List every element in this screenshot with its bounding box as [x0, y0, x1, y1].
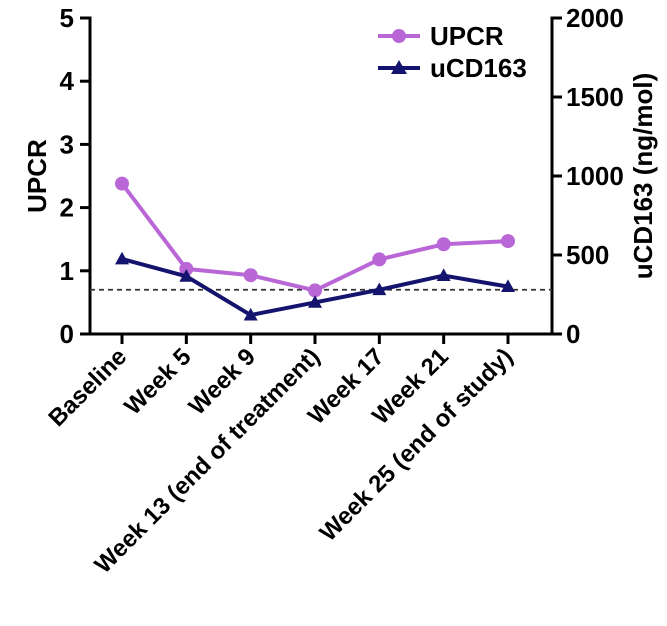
legend-label: UPCR: [430, 21, 504, 51]
left-tick-label: 4: [60, 66, 75, 96]
x-tick-label: Baseline: [43, 343, 132, 432]
right-tick-label: 1500: [566, 82, 624, 112]
right-tick-label: 500: [566, 240, 609, 270]
left-axis-title: UPCR: [22, 139, 52, 213]
legend-marker: [391, 60, 407, 74]
right-tick-label: 0: [566, 319, 580, 349]
data-point-ucd163: [501, 279, 515, 292]
x-tick-label: Week 5: [119, 343, 196, 420]
data-point-upcr: [179, 261, 194, 276]
data-point-upcr: [308, 283, 322, 298]
data-point-ucd163: [179, 269, 194, 282]
right-tick-label: 1000: [566, 161, 624, 191]
data-point-upcr: [243, 268, 258, 283]
left-tick-label: 1: [60, 256, 74, 286]
data-point-upcr: [115, 176, 129, 191]
legend-marker: [392, 29, 406, 43]
legend-label: uCD163: [430, 53, 527, 83]
right-axis-title: uCD163 (ng/mol): [628, 73, 658, 280]
left-tick-label: 5: [60, 3, 74, 33]
data-point-upcr: [436, 237, 451, 252]
series-group: [115, 176, 515, 321]
left-tick-label: 0: [60, 319, 74, 349]
data-point-upcr: [372, 252, 387, 267]
right-tick-label: 2000: [566, 3, 624, 33]
data-point-ucd163: [308, 295, 322, 308]
data-point-ucd163: [115, 251, 129, 265]
left-tick-label: 3: [60, 129, 74, 159]
data-point-ucd163: [372, 282, 387, 296]
data-point-upcr: [501, 234, 515, 249]
data-point-ucd163: [436, 268, 451, 281]
left-tick-label: 2: [60, 193, 74, 223]
data-point-ucd163: [243, 307, 258, 321]
